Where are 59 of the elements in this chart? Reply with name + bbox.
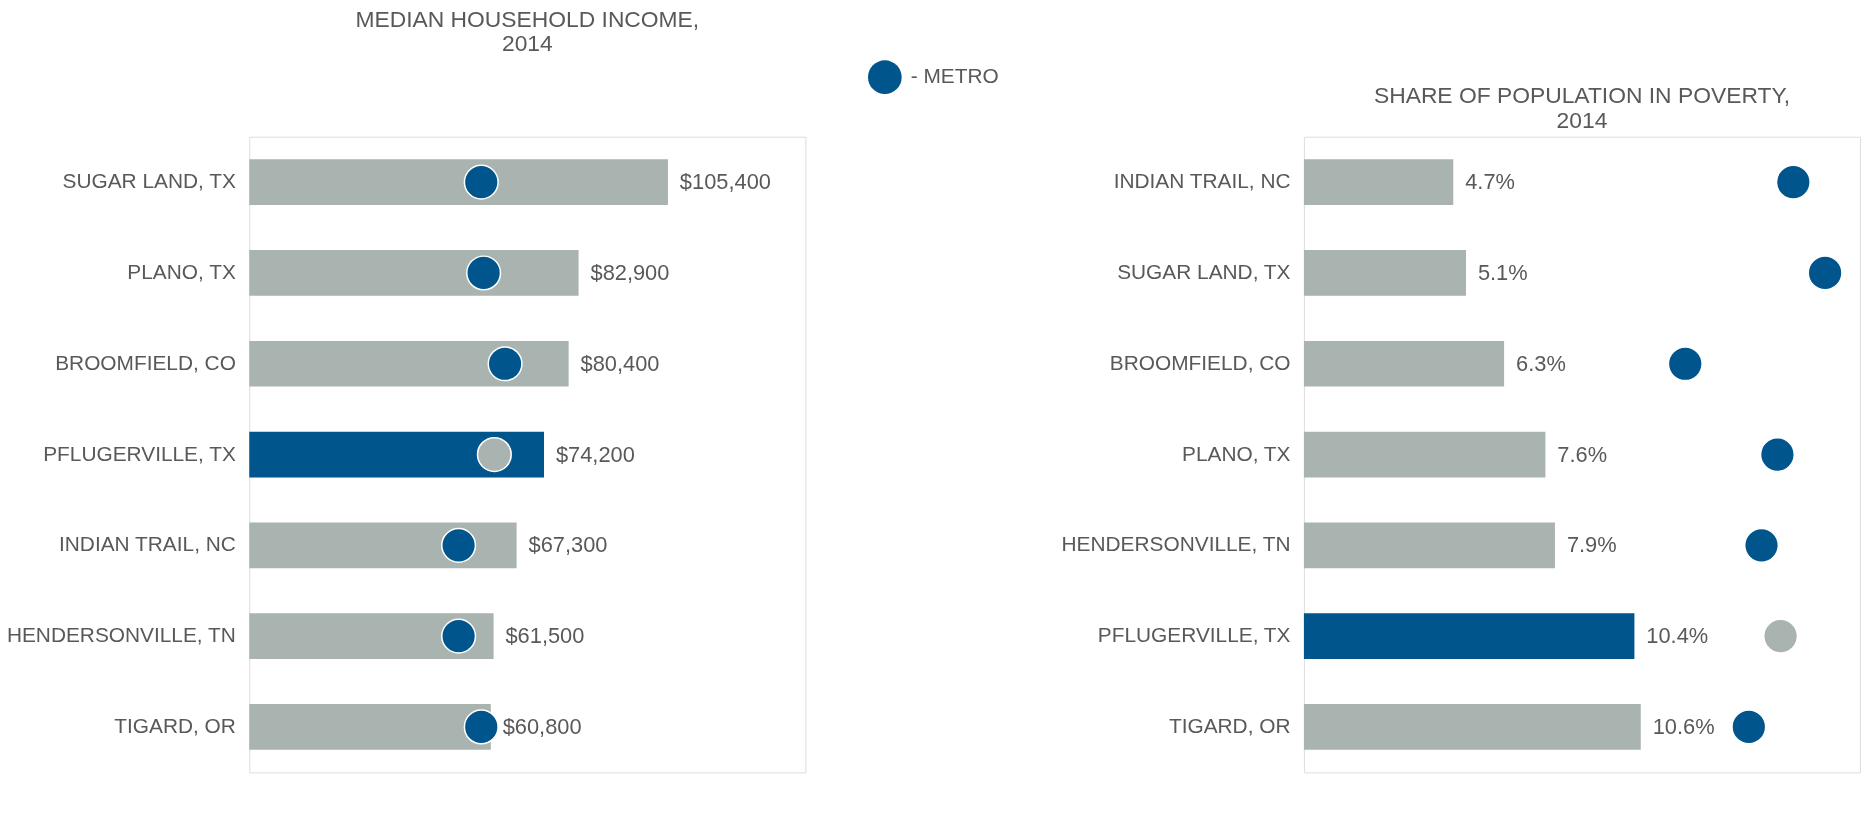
point: [441, 527, 477, 563]
y-tick-label: TIGARD, OR: [1168, 713, 1291, 737]
point: [463, 709, 499, 745]
y-tick-label: BROOMFIELD, CO: [55, 350, 236, 374]
bar: [1303, 613, 1635, 659]
y-tick-label: SUGAR LAND, TX: [62, 169, 236, 193]
bar: [249, 704, 491, 750]
y-tick-label: INDIAN TRAIL, NC: [1113, 169, 1291, 193]
point: [1807, 255, 1843, 291]
bar: [1303, 159, 1454, 206]
data-label: $105,400: [679, 169, 771, 195]
y-tick-label: HENDERSONVILLE, TN: [1061, 532, 1291, 556]
y-tick-label: BROOMFIELD, CO: [1109, 350, 1291, 374]
point: [1775, 164, 1811, 200]
bar: [1303, 522, 1555, 569]
y-tick-label: INDIAN TRAIL, NC: [59, 532, 236, 556]
data-label: $80,400: [580, 350, 660, 376]
chart-title: MEDIAN HOUSEHOLD INCOME, 2014: [355, 5, 700, 57]
bar: [1303, 704, 1641, 750]
point: [466, 255, 502, 291]
bar: [249, 431, 545, 478]
chart-title: SHARE OF POPULATION IN POVERTY, 2014: [1373, 82, 1791, 133]
point: [476, 437, 512, 473]
point: [1743, 527, 1780, 563]
data-label: $67,300: [528, 532, 608, 558]
data-label: $82,900: [590, 259, 670, 285]
point: [1731, 709, 1767, 745]
data-label: 7.9%: [1566, 532, 1617, 558]
bar: [249, 613, 494, 659]
y-tick-label: TIGARD, OR: [114, 713, 236, 737]
point: [441, 618, 477, 654]
data-label: 10.6%: [1652, 713, 1715, 739]
y-tick-label: SUGAR LAND, TX: [1117, 259, 1291, 283]
y-tick-label: PLANO, TX: [127, 259, 236, 283]
data-label: $74,200: [555, 441, 635, 467]
data-label: 7.6%: [1557, 441, 1608, 467]
bar: [249, 522, 517, 569]
point: [1763, 618, 1799, 654]
bar: [249, 159, 668, 206]
data-label: 6.3%: [1516, 350, 1566, 376]
bar: [1303, 340, 1505, 387]
bar: [249, 340, 569, 387]
data-label: $60,800: [502, 713, 582, 739]
data-label: 10.4%: [1646, 623, 1709, 649]
bar: [1303, 431, 1546, 478]
point: [487, 346, 523, 382]
y-tick-label: PFLUGERVILLE, TX: [1097, 623, 1291, 647]
y-tick-label: PFLUGERVILLE, TX: [43, 441, 236, 465]
bar: [249, 250, 579, 296]
y-tick-label: PLANO, TX: [1181, 441, 1291, 465]
bar: [1303, 250, 1466, 296]
data-label: 5.1%: [1477, 259, 1528, 285]
point: [1759, 437, 1796, 473]
point: [1667, 346, 1703, 382]
data-label: 4.7%: [1465, 169, 1515, 195]
data-label: $61,500: [505, 623, 585, 649]
y-tick-label: HENDERSONVILLE, TN: [6, 623, 236, 647]
point: [463, 164, 499, 200]
legend-label: - METRO: [910, 64, 999, 88]
